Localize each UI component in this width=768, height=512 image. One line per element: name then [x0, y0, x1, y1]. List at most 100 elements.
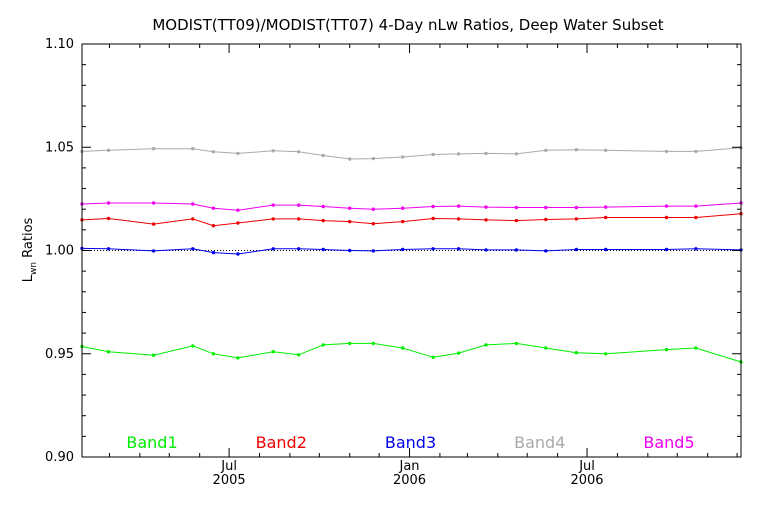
chart-title: MODIST(TT09)/MODIST(TT07) 4-Day nLw Rati… — [152, 16, 663, 34]
data-point-band1 — [371, 341, 375, 346]
data-point-band2 — [664, 215, 669, 220]
axes: 0.900.951.001.051.10Jul2005Jan2006Jul200… — [45, 37, 742, 488]
data-point-band1 — [297, 353, 301, 357]
data-point-band5 — [456, 204, 461, 208]
data-point-band1 — [544, 346, 548, 350]
x-tick-label-year: 2005 — [213, 473, 246, 488]
data-point-band1 — [514, 341, 519, 346]
data-point-band3 — [574, 247, 578, 252]
data-point-band5 — [401, 206, 405, 210]
data-point-band5 — [484, 205, 488, 209]
legend-entry-band4: Band4 — [514, 433, 565, 452]
data-point-band1 — [431, 355, 435, 359]
data-point-band4 — [431, 152, 435, 157]
data-point-band4 — [456, 152, 461, 156]
data-point-band2 — [604, 215, 608, 220]
y-axis-label-suffix: Ratios — [21, 217, 36, 262]
data-point-band3 — [401, 247, 405, 252]
data-point-band1 — [401, 346, 405, 350]
data-point-band2 — [106, 216, 111, 221]
data-point-band1 — [321, 343, 325, 347]
x-tick-label-month: Jan — [399, 459, 420, 474]
data-point-band4 — [604, 148, 608, 152]
data-point-band3 — [604, 247, 608, 252]
x-tick-label-year: 2006 — [570, 473, 603, 488]
y-tick-label: 0.95 — [45, 347, 74, 362]
data-point-band3 — [191, 247, 195, 251]
data-point-band1 — [694, 346, 698, 350]
data-point-band2 — [514, 218, 519, 223]
data-point-band5 — [431, 204, 435, 209]
data-point-band2 — [544, 217, 548, 222]
data-point-band5 — [544, 205, 548, 210]
data-point-band1 — [151, 353, 156, 357]
legend: Band1 Band2 Band3 Band4 Band5 — [126, 433, 694, 452]
data-point-band2 — [236, 221, 240, 225]
data-point-band4 — [151, 147, 156, 151]
plot-area — [80, 146, 743, 364]
data-point-band3 — [456, 247, 461, 251]
data-point-band5 — [694, 204, 698, 208]
data-point-band3 — [297, 247, 301, 251]
data-point-band4 — [514, 152, 519, 156]
series-line-band3 — [81, 247, 742, 255]
data-point-band3 — [151, 249, 156, 253]
data-point-band3 — [694, 247, 698, 251]
data-point-band1 — [484, 343, 488, 347]
data-point-band3 — [431, 247, 435, 251]
data-point-band4 — [106, 148, 111, 152]
legend-entry-band5: Band5 — [643, 433, 694, 452]
data-point-band4 — [544, 148, 548, 152]
data-point-band2 — [211, 224, 216, 228]
data-point-band5 — [574, 205, 578, 210]
data-point-band2 — [191, 217, 195, 221]
y-tick-label: 1.00 — [45, 244, 74, 259]
data-point-band1 — [664, 347, 669, 352]
data-point-band3 — [321, 247, 325, 252]
x-tick-label-month: Jul — [220, 459, 237, 474]
data-point-band3 — [271, 247, 275, 251]
data-point-band3 — [236, 252, 240, 256]
data-point-band1 — [574, 351, 578, 355]
data-point-band4 — [191, 147, 195, 151]
y-tick-label: 0.90 — [45, 450, 74, 465]
data-point-band4 — [574, 148, 578, 152]
data-point-band4 — [211, 150, 216, 154]
data-point-band4 — [236, 151, 240, 156]
data-point-band4 — [321, 153, 325, 158]
data-point-band5 — [348, 206, 352, 210]
data-point-band5 — [106, 201, 111, 205]
data-point-band5 — [297, 203, 301, 207]
data-point-band2 — [321, 218, 325, 223]
data-point-band2 — [574, 217, 578, 221]
legend-entry-band1: Band1 — [126, 433, 177, 452]
data-point-band1 — [191, 344, 195, 348]
y-tick-label: 1.10 — [45, 37, 74, 52]
data-point-band3 — [348, 248, 352, 253]
data-point-band1 — [456, 351, 461, 355]
data-point-band4 — [271, 149, 275, 153]
data-point-band4 — [297, 150, 301, 154]
data-point-band2 — [371, 222, 375, 226]
data-point-band4 — [694, 149, 698, 154]
y-tick-label: 1.05 — [45, 140, 74, 155]
y-axis-label-main: L — [21, 274, 36, 282]
data-point-band3 — [211, 250, 216, 255]
data-point-band1 — [106, 350, 111, 354]
data-point-band5 — [236, 208, 240, 212]
data-point-band3 — [664, 247, 669, 252]
data-point-band2 — [431, 216, 435, 221]
data-point-band5 — [191, 202, 195, 206]
data-point-band1 — [604, 352, 608, 356]
data-point-band4 — [348, 157, 352, 161]
data-point-band3 — [544, 249, 548, 253]
data-point-band2 — [401, 219, 405, 224]
data-point-band5 — [321, 204, 325, 209]
data-point-band4 — [664, 149, 669, 154]
data-point-band5 — [271, 203, 275, 207]
data-point-band5 — [664, 204, 669, 208]
data-point-band1 — [211, 352, 216, 356]
series-line-band2 — [81, 213, 742, 227]
